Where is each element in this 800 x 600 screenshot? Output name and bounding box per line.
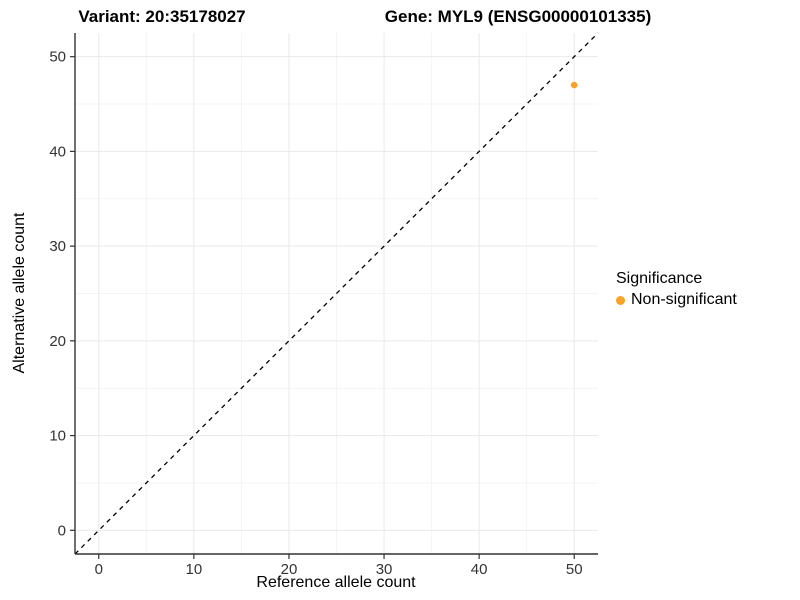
y-tick-label: 40 (49, 143, 66, 160)
legend-title: Significance (616, 270, 703, 287)
x-tick-label: 0 (95, 561, 103, 578)
x-tick-label: 20 (281, 561, 298, 578)
x-tick-label: 10 (186, 561, 203, 578)
legend: Significance Non-significant (616, 270, 737, 309)
legend-point-marker-icon (616, 295, 625, 305)
legend-item-label: Non-significant (631, 291, 737, 308)
y-tick-label: 10 (49, 428, 66, 445)
legend-item: Non-significant (616, 291, 737, 309)
plot-title-gene: Gene: MYL9 (ENSG00000101335) (384, 7, 652, 26)
identity-reference-line (74, 32, 599, 555)
x-tick-label: 50 (566, 561, 583, 578)
data-point (570, 81, 578, 89)
x-tick-label: 30 (376, 561, 393, 578)
x-axis-title: Reference allele count (256, 574, 416, 591)
plot-title-variant: Variant: 20:35178027 (78, 7, 246, 26)
y-tick-label: 30 (49, 238, 66, 255)
y-tick-label: 50 (49, 49, 66, 66)
x-tick-label: 40 (471, 561, 488, 578)
y-tick-label: 20 (49, 333, 66, 350)
y-axis-title: Alternative allele count (11, 212, 28, 374)
y-tick-label: 0 (58, 522, 66, 539)
